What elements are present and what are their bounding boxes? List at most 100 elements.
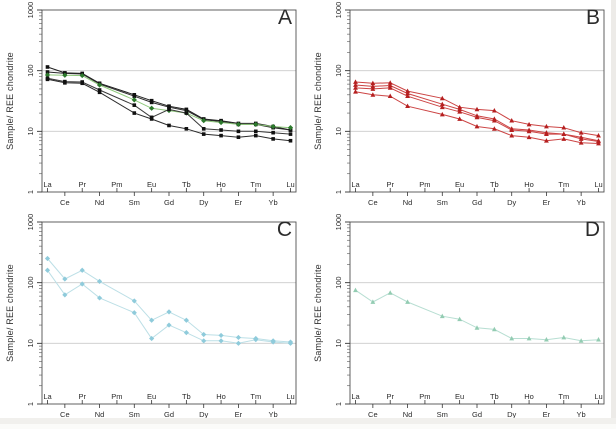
x-tick-label: Pr bbox=[386, 392, 394, 401]
data-point bbox=[218, 119, 224, 126]
data-point bbox=[235, 334, 242, 341]
data-point bbox=[184, 127, 189, 131]
data-point bbox=[353, 79, 358, 84]
x-tick-label: Nd bbox=[95, 198, 105, 207]
data-point bbox=[596, 140, 601, 146]
y-tick-label: 10 bbox=[26, 339, 35, 347]
chart-svg: 1 10 100 1000 La Ce Pr Nd Pm Sm Eu Gd Tb Dy Ho Er Tm Yb Lu bbox=[334, 214, 605, 419]
data-point bbox=[166, 309, 172, 315]
x-tick-label: Lu bbox=[594, 180, 602, 189]
data-point bbox=[236, 129, 241, 134]
data-point bbox=[353, 287, 358, 293]
data-point bbox=[167, 105, 171, 109]
data-point bbox=[561, 136, 567, 141]
data-point bbox=[132, 111, 137, 115]
data-point bbox=[353, 89, 358, 94]
data-point bbox=[253, 337, 259, 343]
x-tick-label: Tb bbox=[490, 180, 499, 189]
x-tick-label: Dy bbox=[507, 410, 516, 419]
x-tick-label: La bbox=[351, 392, 360, 401]
series-line bbox=[47, 270, 291, 344]
data-point bbox=[132, 94, 137, 98]
series-line bbox=[47, 78, 291, 142]
x-tick-label: Pm bbox=[111, 180, 122, 189]
x-axis: La Ce Pr Nd Pm Sm Eu Gd Tb Dy Ho Er Tm Yb Lu bbox=[351, 392, 602, 419]
y-tick-label: 10 bbox=[334, 127, 343, 135]
gridlines bbox=[350, 282, 604, 344]
x-tick-label: Eu bbox=[455, 392, 464, 401]
x-tick-label: Pm bbox=[111, 392, 122, 401]
data-point bbox=[387, 93, 393, 99]
data-point bbox=[353, 82, 358, 87]
y-axis: 1 10 100 1000 bbox=[334, 214, 350, 406]
x-tick-label: Nd bbox=[95, 410, 105, 419]
data-point bbox=[578, 130, 584, 135]
x-tick-label: La bbox=[43, 180, 52, 189]
data-point bbox=[474, 325, 480, 330]
x-tick-label: Gd bbox=[472, 198, 482, 207]
data-point bbox=[439, 313, 445, 319]
data-point bbox=[544, 138, 549, 143]
x-tick-label: Gd bbox=[164, 410, 174, 419]
data-point bbox=[167, 107, 171, 112]
panel-letter-d: D bbox=[584, 218, 600, 241]
series bbox=[44, 72, 294, 131]
data-point bbox=[271, 137, 275, 141]
data-point bbox=[288, 138, 293, 143]
data-point bbox=[405, 299, 410, 304]
series bbox=[353, 287, 601, 343]
data-point bbox=[457, 109, 463, 114]
panel-letter-b: B bbox=[585, 6, 600, 29]
data-point bbox=[149, 105, 155, 111]
y-tick-label: 1 bbox=[334, 402, 343, 406]
x-tick-label: Tm bbox=[558, 392, 569, 401]
y-tick-label: 100 bbox=[26, 64, 35, 77]
y-tick-label: 1000 bbox=[26, 214, 35, 231]
data-point bbox=[387, 290, 393, 295]
data-point bbox=[201, 132, 206, 136]
data-point bbox=[219, 133, 223, 138]
data-point bbox=[387, 80, 393, 85]
data-point bbox=[131, 97, 137, 103]
panel-a-chart: 1 10 100 1000 La Ce Pr Nd Pm Sm Eu Gd Tb Dy Ho Er Tm Yb Lu bbox=[0, 0, 308, 212]
x-tick-label: Ho bbox=[524, 180, 534, 189]
y-tick-label: 1000 bbox=[334, 214, 343, 231]
data-point bbox=[474, 114, 480, 120]
x-tick-label: La bbox=[43, 392, 52, 401]
data-point bbox=[578, 140, 584, 145]
x-tick-label: Tb bbox=[182, 392, 191, 401]
data-point bbox=[544, 123, 549, 129]
data-point bbox=[439, 111, 445, 117]
data-point bbox=[561, 125, 567, 130]
data-point bbox=[405, 88, 410, 94]
data-point bbox=[596, 133, 601, 138]
data-point bbox=[387, 82, 393, 88]
plot-frame bbox=[349, 9, 605, 193]
data-point bbox=[97, 90, 102, 95]
y-tick-label: 10 bbox=[26, 127, 35, 135]
data-point bbox=[235, 121, 242, 128]
x-tick-label: Eu bbox=[147, 180, 156, 189]
data-point bbox=[201, 127, 206, 131]
x-tick-label: Lu bbox=[286, 392, 294, 401]
data-point bbox=[509, 127, 515, 132]
series bbox=[353, 89, 601, 146]
y-axis-label: Sample/ REE chondrite bbox=[5, 264, 15, 362]
data-point bbox=[474, 106, 480, 112]
x-tick-label: Yb bbox=[577, 198, 586, 207]
x-tick-label: Ho bbox=[524, 392, 534, 401]
series-line bbox=[355, 87, 599, 142]
y-tick-label: 1 bbox=[26, 402, 35, 406]
gridlines bbox=[350, 70, 604, 132]
data-point bbox=[183, 330, 189, 336]
panel-b: 1 10 100 1000 La Ce Pr Nd Pm Sm Eu Gd Tb Dy Ho Er Tm Yb Lu… bbox=[308, 0, 616, 212]
y-axis-label: Sample/ REE chondrite bbox=[5, 52, 15, 150]
data-point bbox=[544, 131, 549, 137]
series-line bbox=[47, 66, 291, 131]
data-point bbox=[370, 299, 376, 304]
data-point bbox=[509, 118, 515, 123]
data-point bbox=[509, 133, 515, 138]
x-tick-label: Nd bbox=[403, 198, 413, 207]
x-tick-label: Dy bbox=[199, 410, 208, 419]
